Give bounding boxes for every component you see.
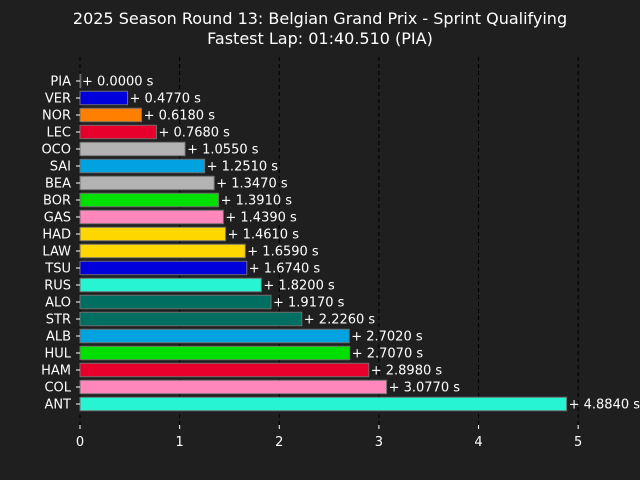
bar-ham [79,362,370,378]
chart-subtitle: Fastest Lap: 01:40.510 (PIA) [207,29,433,48]
bar-sai [79,158,206,174]
data-label: + 1.6740 s [249,262,321,277]
y-tick-label: SAI [50,160,71,175]
x-tick-label: 3 [375,435,383,450]
y-tick-label: PIA [50,75,71,90]
data-label: + 0.6180 s [144,109,216,124]
data-label: + 4.8840 s [569,398,640,413]
bar-nor [79,107,143,123]
data-label: + 1.6590 s [247,245,319,260]
bar-oco [79,141,186,157]
chart-title: 2025 Season Round 13: Belgian Grand Prix… [73,9,567,28]
data-label: + 2.7020 s [351,330,423,345]
y-tick-label: HUL [44,347,71,362]
y-tick-label: LEC [46,126,71,141]
x-tick-label: 1 [175,435,183,450]
bar-labels: + 0.0000 s + 0.4770 s + 0.6180 s + 0.7680 s… [82,75,640,413]
x-axis: 0 1 2 3 4 5 [76,425,582,450]
y-tick-label: STR [46,313,71,328]
bar-hul [79,345,351,361]
bars [79,73,568,412]
y-tick-label: VER [45,92,71,107]
bar-pia [79,73,82,89]
y-tick-label: HAM [41,364,71,379]
bar-tsu [79,260,248,276]
data-label: + 1.2510 s [207,160,279,175]
data-label: + 0.0000 s [82,75,154,90]
bar-ver [79,90,129,106]
y-tick-label: COL [44,381,71,396]
data-label: + 2.7070 s [352,347,424,362]
data-label: + 0.7680 s [159,126,231,141]
bar-lec [79,124,158,140]
data-label: + 3.0770 s [389,381,461,396]
data-label: + 0.4770 s [130,92,202,107]
data-label: + 1.3910 s [221,194,293,209]
y-tick-label: NOR [42,109,71,124]
bar-str [79,311,303,327]
y-tick-label: BOR [43,194,71,209]
y-tick-label: ALO [45,296,71,311]
data-label: + 1.8200 s [263,279,335,294]
y-tick-label: GAS [44,211,71,226]
x-tick-label: 2 [275,435,283,450]
bar-col [79,379,388,395]
y-tick-label: BEA [45,177,71,192]
y-tick-label: RUS [44,279,71,294]
y-tick-label: ANT [44,398,71,413]
bar-alo [79,294,272,310]
bar-law [79,243,246,259]
data-label: + 1.4610 s [228,228,300,243]
bar-bea [79,175,215,191]
data-label: + 2.8980 s [371,364,443,379]
y-tick-label: OCO [41,143,71,158]
bar-bor [79,192,220,208]
data-label: + 2.2260 s [304,313,376,328]
bar-gas [79,209,224,225]
data-label: + 1.4390 s [225,211,297,226]
bar-ant [79,396,568,412]
x-tick-label: 4 [474,435,482,450]
y-tick-label: TSU [44,262,71,277]
y-tick-label: HAD [42,228,71,243]
x-tick-label: 0 [76,435,84,450]
y-axis: PIA VER NOR LEC OCO SAI BEA BOR GAS HAD LAW TSU RUS A… [41,75,80,413]
bar-alb [79,328,350,344]
bar-rus [79,277,262,293]
bar-had [79,226,227,242]
data-label: + 1.3470 s [216,177,288,192]
x-tick-label: 5 [574,435,582,450]
data-label: + 1.9170 s [273,296,345,311]
data-label: + 1.0550 s [187,143,259,158]
y-tick-label: ALB [46,330,71,345]
y-tick-label: LAW [42,245,71,260]
